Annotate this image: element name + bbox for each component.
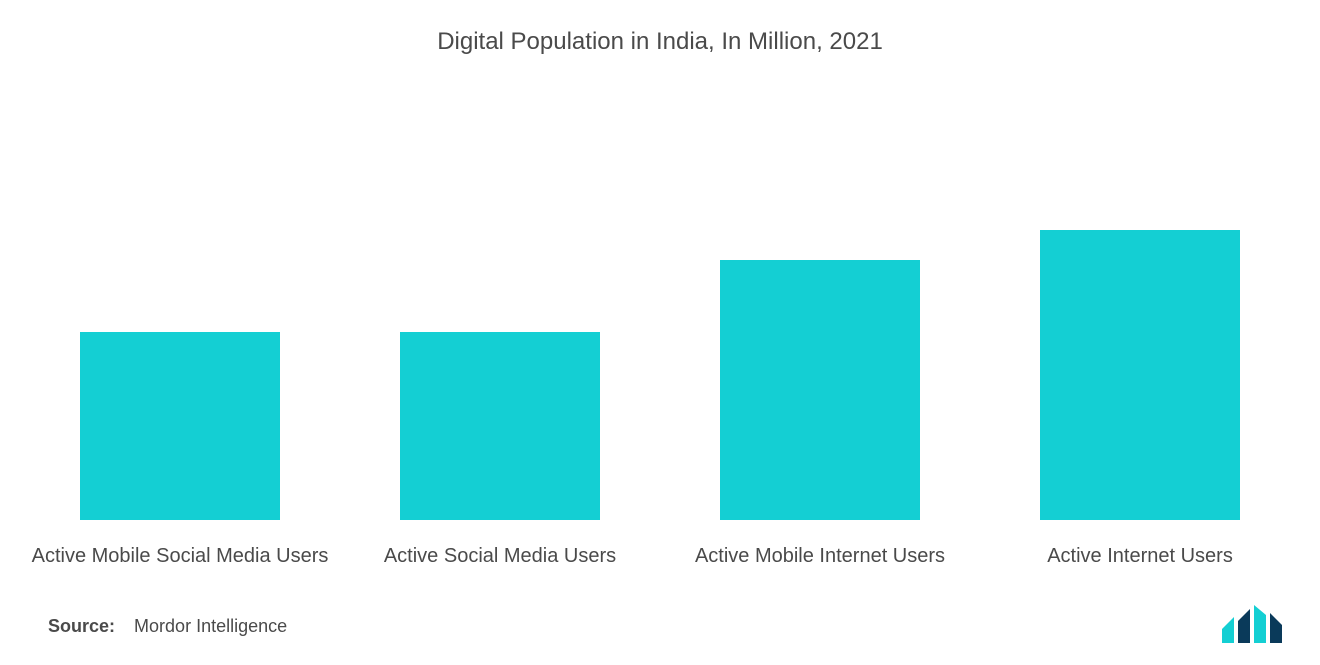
- source-value: Mordor Intelligence: [134, 616, 287, 636]
- bar-slot: [340, 100, 660, 520]
- bar-active-internet-users: [1040, 230, 1240, 520]
- logo-bars: [1222, 605, 1282, 643]
- bar-active-mobile-internet-users: [720, 260, 920, 520]
- category-label: Active Internet Users: [980, 543, 1300, 570]
- chart-title: Digital Population in India, In Million,…: [0, 0, 1320, 56]
- source-label: Source:: [48, 616, 115, 636]
- bar-active-mobile-social-media-users: [80, 332, 280, 520]
- bar-slot: [980, 100, 1300, 520]
- category-labels-row: Active Mobile Social Media Users Active …: [20, 543, 1300, 570]
- mordor-logo-icon: [1220, 603, 1286, 645]
- category-label: Active Social Media Users: [340, 543, 660, 570]
- bar-slot: [660, 100, 980, 520]
- bar-slot: [20, 100, 340, 520]
- bar-active-social-media-users: [400, 332, 600, 520]
- source-attribution: Source: Mordor Intelligence: [48, 616, 287, 637]
- chart-plot-area: [20, 100, 1300, 520]
- category-label: Active Mobile Social Media Users: [20, 543, 340, 570]
- category-label: Active Mobile Internet Users: [660, 543, 980, 570]
